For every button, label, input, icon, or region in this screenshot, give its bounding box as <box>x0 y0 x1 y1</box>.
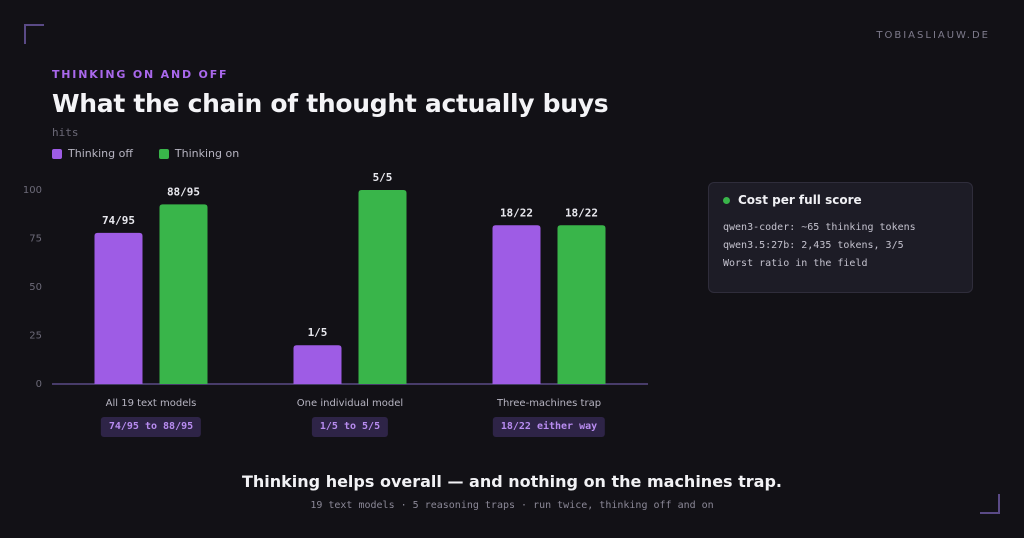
corner-decoration-top-left <box>24 24 44 44</box>
y-tick-label: 100 <box>23 185 42 196</box>
card-title: Cost per full score <box>738 193 862 207</box>
bar-value-label: 1/5 <box>308 326 328 339</box>
legend-label-off: Thinking off <box>68 147 133 160</box>
bar-thinking-on <box>358 190 407 384</box>
bar-thinking-off <box>492 225 541 384</box>
legend-label-on: Thinking on <box>174 147 240 160</box>
y-tick-label: 75 <box>29 234 42 245</box>
chart-legend: Thinking off Thinking on <box>52 147 239 160</box>
x-category-label: Three-machines trap <box>496 398 601 409</box>
legend-item-thinking-off: Thinking off <box>52 147 133 160</box>
unit-label: hits <box>52 126 79 139</box>
bar-thinking-on <box>159 204 208 384</box>
cost-card: Cost per full score qwen3-coder: ~65 thi… <box>708 182 973 293</box>
eyebrow-label: THINKING ON AND OFF <box>52 68 229 81</box>
x-category-label: One individual model <box>297 398 403 409</box>
corner-decoration-bottom-right <box>980 494 1000 514</box>
legend-swatch-off <box>52 148 62 159</box>
summary-pill: 74/95 to 88/95 <box>100 417 202 437</box>
page-title: What the chain of thought actually buys <box>52 89 609 118</box>
card-header: Cost per full score <box>723 193 958 207</box>
footer-headline: Thinking helps overall — and nothing on … <box>241 472 783 491</box>
summary-pill: 18/22 either way <box>492 417 606 437</box>
bar-value-label: 74/95 <box>102 214 135 227</box>
legend-swatch-on <box>158 148 169 159</box>
card-line: qwen3-coder: ~65 thinking tokens <box>723 222 916 233</box>
x-category-label: All 19 text models <box>106 398 197 409</box>
y-tick-label: 0 <box>36 379 42 390</box>
card-line: qwen3.5:27b: 2,435 tokens, 3/5 <box>723 240 904 251</box>
bar-value-label: 18/22 <box>500 206 533 219</box>
summary-pill: 1/5 to 5/5 <box>311 417 389 437</box>
bar-value-label: 88/95 <box>167 185 200 198</box>
bar-thinking-on <box>557 225 606 384</box>
card-lines: qwen3-coder: ~65 thinking tokens qwen3.5… <box>723 219 958 273</box>
y-tick-label: 50 <box>29 282 42 293</box>
bar-value-label: 5/5 <box>373 171 393 184</box>
bar-value-label: 18/22 <box>565 206 598 219</box>
legend-item-thinking-on: Thinking on <box>158 147 240 160</box>
card-line: Worst ratio in the field <box>723 258 868 269</box>
status-dot-icon <box>723 196 730 204</box>
footer-subtext: 19 text models · 5 reasoning traps · run… <box>310 500 714 511</box>
bar-thinking-off <box>94 232 143 384</box>
bar-thinking-off <box>293 345 342 384</box>
y-tick-label: 25 <box>29 331 42 342</box>
site-name: TOBIASLIAUW.DE <box>876 30 990 41</box>
